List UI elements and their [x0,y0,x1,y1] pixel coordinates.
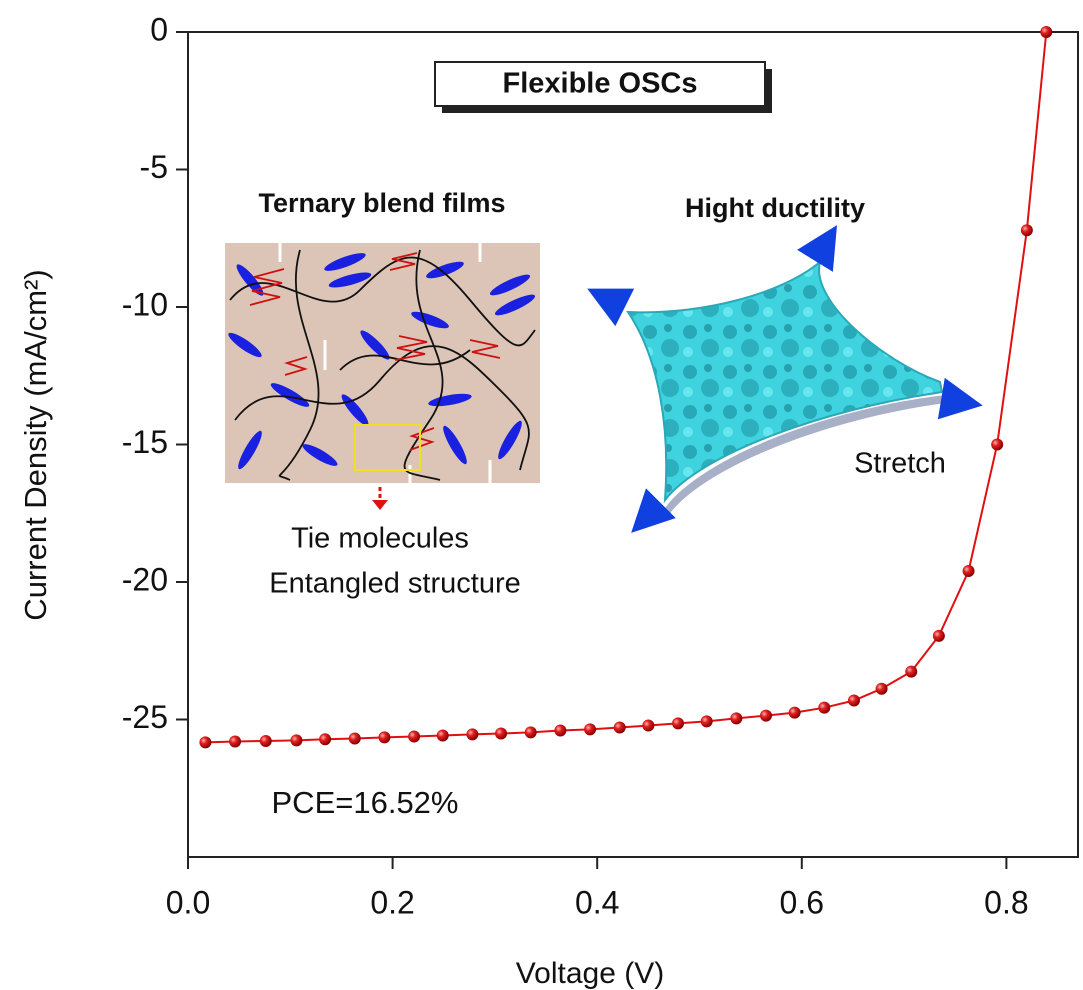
marker [933,630,945,642]
marker [466,728,478,740]
y-tick-label: -25 [122,699,168,735]
marker [495,728,507,740]
marker [672,717,684,729]
y-tick-label: -10 [122,286,168,322]
x-tick-label: 0.8 [984,884,1028,920]
marker [584,723,596,735]
marker [818,702,830,714]
marker [199,736,211,748]
x-tick-label: 0.4 [575,884,619,920]
marker [701,715,713,727]
blend-illustration [225,243,540,510]
x-axis-label: Voltage (V) [516,957,664,990]
marker [963,565,975,577]
annotation: Stretch [854,448,946,480]
annotation: Entangled structure [269,568,520,600]
marker [349,732,361,744]
marker [554,725,566,737]
marker [260,735,272,747]
marker [378,731,390,743]
y-axis-label: Current Density (mA/cm²) [18,269,53,620]
y-tick-label: -5 [140,149,168,185]
marker [848,695,860,707]
x-tick-label: 0.0 [166,884,210,920]
y-tick-label: -20 [122,561,168,597]
y-tick-label: 0 [150,11,168,47]
marker [789,707,801,719]
chart: Flexible OSCs Ternary blend films Hight … [0,0,1083,990]
x-tick-label: 0.6 [780,884,824,920]
annotation: Ternary blend films [258,188,505,218]
marker [408,731,420,743]
marker [319,733,331,745]
marker [642,720,654,732]
y-tick-label: -15 [122,424,168,460]
marker [905,666,917,678]
marker [525,726,537,738]
marker [876,683,888,695]
x-tick-label: 0.2 [370,884,414,920]
marker [437,729,449,741]
annotation: Tie molecules [291,523,469,555]
marker [229,736,241,748]
marker [1021,224,1033,236]
annotation: Flexible OSCs [502,68,697,100]
annotation: PCE=16.52% [272,785,459,820]
marker [1040,26,1052,38]
marker [991,439,1003,451]
marker [730,712,742,724]
title-box: Flexible OSCs [435,62,772,113]
marker [760,710,772,722]
marker [290,734,302,746]
annotation: Hight ductility [685,193,865,223]
marker [614,721,626,733]
